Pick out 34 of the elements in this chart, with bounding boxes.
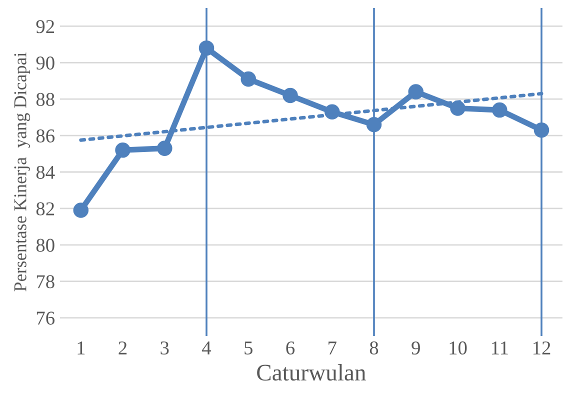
y-tick-label: 88 bbox=[36, 92, 54, 106]
y-tick-label: 78 bbox=[36, 275, 54, 288]
y-tick-label: 76 bbox=[36, 312, 55, 325]
point bbox=[366, 116, 382, 132]
x-tick-label: 1 bbox=[78, 342, 85, 354]
x-tick-label: 12 bbox=[533, 341, 550, 354]
x-tick-label: 5 bbox=[244, 342, 252, 355]
y-tick-label: 80 bbox=[36, 238, 54, 252]
y-tick-label: 90 bbox=[36, 56, 54, 70]
point bbox=[492, 102, 508, 118]
x-tick-label: 11 bbox=[492, 342, 508, 354]
x-tick-label: 4 bbox=[202, 342, 212, 354]
y-tick-label: 86 bbox=[36, 129, 55, 142]
y-axis-title: Persentase Kinerja yang Dicapai bbox=[14, 52, 30, 292]
y-tick-label: 82 bbox=[36, 202, 54, 216]
x-tick-label: 10 bbox=[450, 341, 467, 355]
x-tick-label: 9 bbox=[412, 341, 420, 355]
point bbox=[240, 71, 256, 87]
x-tick-label: 8 bbox=[370, 341, 378, 355]
point bbox=[73, 202, 89, 218]
point bbox=[198, 40, 214, 56]
x-tick-label: 3 bbox=[160, 341, 169, 355]
x-tick-label: 7 bbox=[328, 342, 336, 354]
point bbox=[282, 88, 298, 104]
point bbox=[157, 140, 172, 156]
y-tick-label: 92 bbox=[36, 20, 54, 34]
x-tick-label: 6 bbox=[286, 341, 295, 355]
x-axis-title: Caturwulan bbox=[257, 364, 366, 381]
point bbox=[450, 100, 466, 116]
x-tick-label: 2 bbox=[118, 341, 127, 354]
y-tick-label: 84 bbox=[36, 166, 55, 179]
point bbox=[534, 122, 550, 138]
point bbox=[115, 142, 130, 158]
point bbox=[408, 84, 424, 100]
